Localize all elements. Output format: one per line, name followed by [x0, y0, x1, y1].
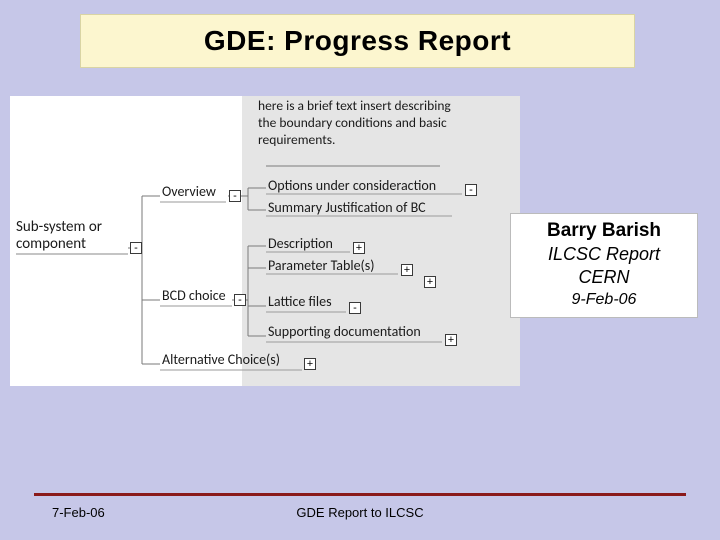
- pm-icon[interactable]: -: [465, 184, 477, 196]
- author-subtitle-2: CERN: [519, 267, 689, 288]
- leaf-summary-justification: Summary Justification of BC: [268, 200, 426, 215]
- pm-icon[interactable]: +: [424, 276, 436, 288]
- leaf-parameter-tables: Parameter Table(s): [268, 258, 375, 273]
- footer-title: GDE Report to ILCSC: [0, 505, 720, 520]
- footer-divider: [34, 493, 686, 496]
- pm-icon[interactable]: +: [304, 358, 316, 370]
- diagram-intro-text: here is a brief text insert describing t…: [258, 98, 453, 149]
- author-box: Barry Barish ILCSC Report CERN 9-Feb-06: [510, 213, 698, 318]
- pm-icon[interactable]: -: [349, 302, 361, 314]
- leaf-lattice: Lattice files: [268, 294, 332, 309]
- node-bcd: BCD choice: [162, 288, 226, 303]
- pm-icon[interactable]: +: [445, 334, 457, 346]
- slide-title-box: GDE: Progress Report: [80, 14, 635, 68]
- author-date: 9-Feb-06: [519, 291, 689, 309]
- leaf-supporting-doc: Supporting documentation: [268, 324, 421, 339]
- author-subtitle-1: ILCSC Report: [519, 244, 689, 265]
- node-alternative: Alternative Choice(s): [162, 352, 280, 367]
- pm-icon[interactable]: -: [130, 242, 142, 254]
- outline-diagram: here is a brief text insert describing t…: [10, 96, 520, 386]
- author-name: Barry Barish: [519, 220, 689, 242]
- leaf-options: Options under consideraction: [268, 178, 436, 193]
- node-overview: Overview: [162, 184, 216, 199]
- leaf-description: Description: [268, 236, 333, 251]
- slide-title: GDE: Progress Report: [204, 25, 511, 57]
- pm-icon[interactable]: -: [234, 294, 246, 306]
- node-root: Sub-system or component: [16, 219, 136, 252]
- pm-icon[interactable]: +: [353, 242, 365, 254]
- pm-icon[interactable]: +: [401, 264, 413, 276]
- pm-icon[interactable]: -: [229, 190, 241, 202]
